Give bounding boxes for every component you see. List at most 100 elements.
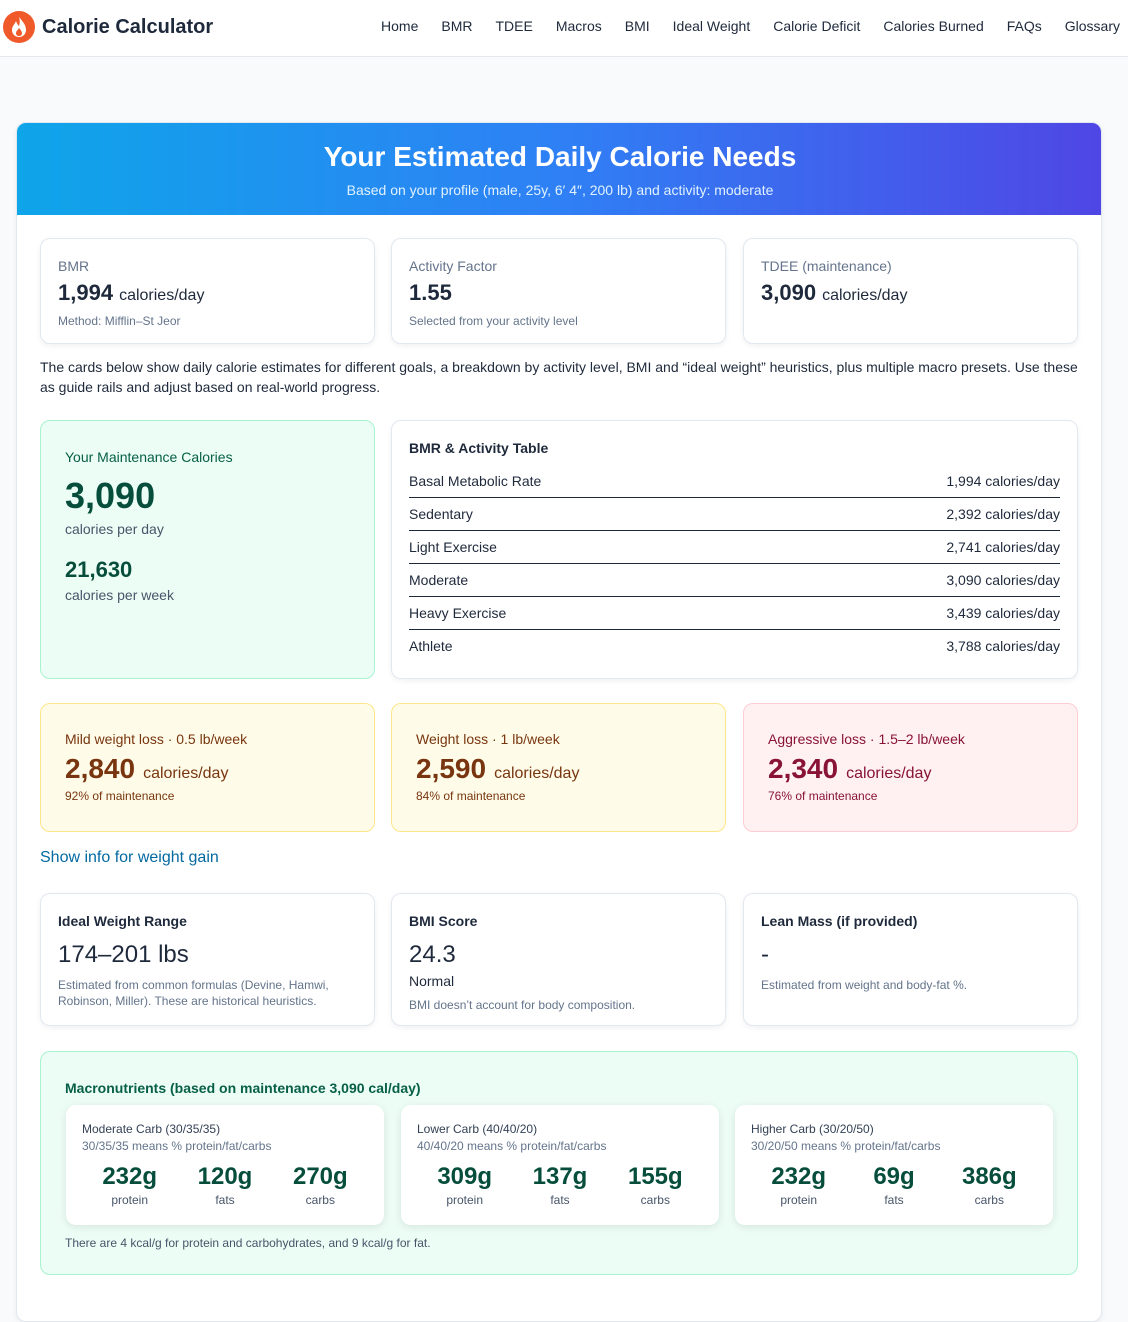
info-title: BMI Score [409,913,478,929]
macro-desc: 30/20/50 means % protein/fat/carbs [751,1139,941,1153]
brand[interactable]: Calorie Calculator [42,16,214,38]
goal-label: Weight loss · 1 lb/week [416,731,560,747]
macro-items: 232g protein 69g fats 386g carbs [751,1163,1037,1207]
goal-value-row: 2,340 calories/day [768,753,1053,785]
goal-unit: calories/day [143,765,229,782]
info-category: Normal [409,973,455,989]
table-row: Sedentary 2,392 calories/day [409,498,1060,531]
macro-amount: 232g [102,1163,158,1190]
table-cell: Moderate [409,572,469,588]
stat-value-row: 1.55 [409,280,708,308]
macro-desc: 40/40/20 means % protein/fat/carbs [417,1139,607,1153]
table-title: BMR & Activity Table [409,440,549,456]
nav-link[interactable]: TDEE [495,18,533,34]
macros-title: Macronutrients (based on maintenance 3,0… [65,1080,421,1096]
stat-card: Activity Factor 1.55 Selected from your ac… [391,238,726,344]
nav-link[interactable]: FAQs [1006,18,1042,34]
nav: Home BMR TDEE Macros BMI Ideal Weight Calorie … [381,18,1120,34]
nav-link[interactable]: Home [381,18,419,34]
table-cell: 2,392 calories/day [946,506,1060,522]
macro-label: fats [550,1193,570,1207]
macro-amount: 155g [627,1163,683,1190]
maintenance-weekly-unit: calories per week [65,587,174,603]
macro-item: 69g fats [846,1163,941,1207]
table-cell: 1,994 calories/day [946,473,1060,489]
nav-link[interactable]: Ideal Weight [672,18,751,34]
stat-card: BMR 1,994 calories/day Method: Mifflin–St J… [40,238,375,344]
stat-note: Selected from your activity level [409,314,578,328]
intro-text: The cards below show daily calorie estim… [40,359,1078,395]
nav-link[interactable]: BMI [624,18,650,34]
goal-card: Weight loss · 1 lb/week 2,590 calories/day… [391,703,726,832]
macro-label: fats [884,1193,904,1207]
info-value: 24.3 [409,941,456,968]
macro-name: Higher Carb (30/20/50) [751,1122,874,1136]
info-note: Estimated from common formulas (Devine, … [58,978,329,1008]
logo-icon [3,11,35,43]
goal-value-row: 2,840 calories/day [65,753,350,785]
maintenance-weekly: 21,630 [65,557,133,582]
banner-title: Your Estimated Daily Calorie Needs [323,141,797,172]
macro-label: protein [111,1193,149,1207]
info-value: - [761,941,769,968]
weight-gain-link[interactable]: Show info for weight gain [40,849,219,866]
macro-amount: 232g [771,1163,827,1190]
table-cell: Basal Metabolic Rate [409,473,542,489]
stat-value-row: 3,090 calories/day [761,280,1060,308]
stat-label: BMR [58,258,90,274]
macro-amount: 137g [532,1163,588,1190]
stat-unit: calories/day [822,287,908,304]
goal-card: Aggressive loss · 1.5–2 lb/week 2,340 calo… [743,703,1078,832]
maintenance-label: Your Maintenance Calories [65,449,233,465]
info-title: Ideal Weight Range [58,913,187,929]
stat-value: 1,994 [58,280,114,305]
info-card: BMI Score 24.3 Normal BMI doesn’t account f… [391,893,726,1026]
macro-item: 120g fats [177,1163,272,1207]
nav-link[interactable]: BMR [441,18,473,34]
table-cell: Light Exercise [409,539,497,555]
macro-amount: 309g [437,1163,493,1190]
macro-name: Moderate Carb (30/35/35) [82,1122,221,1136]
macro-label: carbs [305,1193,335,1207]
nav-link[interactable]: Calories Burned [883,18,984,34]
macro-amount: 120g [197,1163,253,1190]
macro-amount: 386g [961,1163,1017,1190]
content: BMR 1,994 calories/day Method: Mifflin–St J… [40,238,1078,1275]
goal-value-row: 2,590 calories/day [416,753,701,785]
nav-link[interactable]: Calorie Deficit [773,18,861,34]
table-row: Light Exercise 2,741 calories/day [409,531,1060,564]
macro-items: 309g protein 137g fats 155g carbs [417,1163,703,1207]
page: Calorie Calculator Home BMR TDEE Macros BMI I… [0,11,1128,1322]
table-cell: 2,741 calories/day [946,539,1060,555]
macro-label: carbs [640,1193,670,1207]
table-row: Moderate 3,090 calories/day [409,564,1060,597]
table-cell: 3,788 calories/day [946,638,1060,654]
table-row: Basal Metabolic Rate 1,994 calories/day [409,465,1060,498]
macro-name: Lower Carb (40/40/20) [417,1122,538,1136]
stat-unit: calories/day [119,287,205,304]
table-cell: 3,090 calories/day [946,572,1060,588]
goal-label: Aggressive loss · 1.5–2 lb/week [768,731,965,747]
table-cell: Athlete [409,638,453,654]
macro-amount: 270g [292,1163,348,1190]
macros-section: Macronutrients (based on maintenance 3,0… [40,1051,1078,1275]
macro-items: 232g protein 120g fats 270g carbs [82,1163,368,1207]
info-title: Lean Mass (if provided) [761,913,918,929]
stat-card: TDEE (maintenance) 3,090 calories/day [743,238,1078,344]
goal-value: 2,840 [65,753,136,784]
goal-label: Mild weight loss · 0.5 lb/week [65,731,248,747]
maintenance-daily: 3,090 [65,475,156,516]
macro-card: Moderate Carb (30/35/35) 30/35/35 means %… [66,1105,384,1225]
nav-link[interactable]: Glossary [1064,18,1120,34]
banner: Your Estimated Daily Calorie Needs Based… [17,123,1101,215]
table-row: Athlete 3,788 calories/day [409,630,1060,662]
goal-note: 76% of maintenance [768,789,878,803]
maintenance-daily-unit: calories per day [65,521,164,537]
nav-link[interactable]: Macros [555,18,602,34]
stat-value: 1.55 [409,280,452,305]
info-value: 174–201 lbs [58,941,189,968]
activity-table: BMR & Activity Table Basal Metabolic Rate… [391,420,1078,679]
table-cell: 3,439 calories/day [946,605,1060,621]
stat-note: Method: Mifflin–St Jeor [58,314,181,328]
macro-label: carbs [974,1193,1004,1207]
